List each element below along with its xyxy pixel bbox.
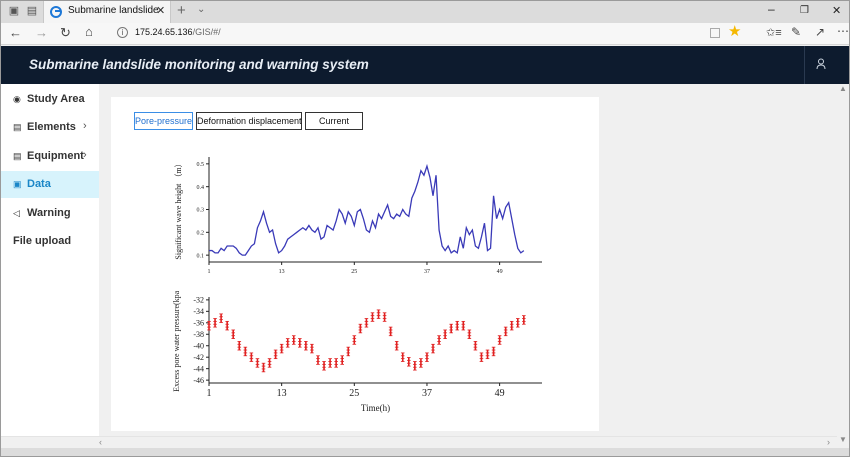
tab-current[interactable]: Current [305,112,363,130]
info-icon[interactable]: i [117,27,128,38]
tab-bar: ▣ ▤ Submarine landslide ✕ + ⌄ – ❐ ✕ [1,1,849,23]
speaker-icon: ◁ [13,208,20,218]
app-title: Submarine landslide monitoring and warni… [29,57,369,72]
scroll-left-icon[interactable]: ‹ [99,437,102,447]
tab-pore-pressure[interactable]: Pore-pressure [134,112,193,130]
x-tick-label: 49 [495,388,505,399]
x-tick-label: 25 [349,388,359,399]
chevron-right-icon: › [83,120,87,132]
x-tick-label: 37 [422,388,432,399]
chevron-right-icon: › [83,149,87,161]
map-pin-icon: ◉ [13,94,21,104]
scroll-down-icon[interactable]: ▼ [839,435,847,444]
data-panel: Pore-pressure Deformation displacement C… [111,97,599,431]
sidebar-item-equipment[interactable]: ▤ Equipment › [1,143,99,170]
browser-tab[interactable]: Submarine landslide ✕ [43,1,171,23]
y-tick-label: 0.3 [197,208,205,214]
sidebar: ◉ Study Area ▤ Elements › ▤ Equipment › … [1,84,99,446]
monitor-icon: ▣ [13,179,22,189]
forward-arrow-icon[interactable]: → [35,25,48,40]
refresh-icon[interactable]: ↻ [60,25,71,40]
restore-icon[interactable]: ❐ [800,5,809,16]
scroll-right-icon[interactable]: › [827,437,830,447]
sidebar-item-label: Warning [27,207,71,219]
x-tick-label: 13 [279,269,285,275]
url-text: 175.24.65.136/GIS/#/ [135,27,221,37]
sidebar-item-label: File upload [13,235,72,247]
x-tick-label: 1 [207,388,212,399]
y-axis-label: Significant wave height （m） [174,159,183,259]
y-tick-label: -38 [193,330,204,339]
bar-chart-icon: ▤ [13,122,22,132]
y-tick-label: 0.2 [197,230,205,236]
sidebar-item-label: Equipment [27,150,84,162]
navigation-bar: ← → ↻ ⌂ i 175.24.65.136/GIS/#/ ★ ✩≡ ✎ ↗ … [1,23,849,45]
y-axis-label: Excess pore water pressure(kpa) [172,291,181,392]
window-bottom-edge [1,448,849,456]
sidebar-item-data[interactable]: ▣ Data [1,171,99,198]
chevron-down-icon[interactable]: ⌄ [197,4,206,15]
scroll-up-icon[interactable]: ▲ [839,84,847,93]
tab-preview-icon[interactable]: ▤ [26,5,38,17]
main-content: Pore-pressure Deformation displacement C… [99,84,837,436]
app-header: Submarine landslide monitoring and warni… [1,46,849,84]
x-axis-label: Time(h) [361,403,390,413]
home-icon[interactable]: ⌂ [85,24,93,39]
star-icon[interactable]: ★ [728,23,742,40]
sidebar-item-label: Elements [27,121,76,133]
back-arrow-icon[interactable]: ← [9,25,22,40]
y-tick-label: 0.4 [197,185,205,191]
sidebar-item-warning[interactable]: ◁ Warning [1,200,99,227]
y-tick-label: -42 [193,353,204,362]
x-tick-label: 25 [351,269,357,275]
user-icon[interactable] [816,58,826,70]
pen-icon[interactable]: ✎ [791,25,802,39]
share-icon[interactable]: ↗ [815,25,826,39]
y-tick-label: -46 [193,376,204,385]
sidebar-item-file-upload[interactable]: File upload [1,228,99,255]
horizontal-scrollbar[interactable]: ‹ › [1,436,837,448]
tab-title: Submarine landslide [68,5,159,16]
vertical-scrollbar[interactable]: ▲ ▼ [837,84,849,446]
y-tick-label: 0.5 [197,162,205,168]
pore-pressure-chart: -32 -34 -36 -38 -40 -42 -44 -461 13 25 37 49 Excess … [172,291,542,413]
series-line [209,163,525,256]
header-divider [804,46,805,84]
tab-deformation-displacement[interactable]: Deformation displacement [196,112,302,130]
x-tick-label: 13 [277,388,287,399]
x-tick-label: 1 [208,269,211,275]
address-bar[interactable]: i 175.24.65.136/GIS/#/ [111,25,751,43]
sidebar-item-study-area[interactable]: ◉ Study Area [1,86,99,113]
wave-height-chart: 0.1 0.2 0.3 0.4 0.5 1 13 25 37 49 Significant wave… [174,157,542,275]
sidebar-item-elements[interactable]: ▤ Elements › [1,114,99,141]
tab-actions-icon[interactable]: ▣ [8,5,20,17]
bar-chart-icon: ▤ [13,151,22,161]
y-tick-label: -34 [193,307,204,316]
y-tick-label: -36 [193,319,204,328]
window-close-icon[interactable]: ✕ [832,5,842,17]
y-tick-label: 0.1 [197,253,205,259]
reading-view-icon[interactable] [710,28,720,38]
plus-icon[interactable]: + [177,2,186,19]
minimize-icon[interactable]: – [768,2,775,16]
more-icon[interactable]: ⋯ [837,24,849,38]
close-icon[interactable]: ✕ [156,5,166,17]
y-tick-label: -40 [193,342,204,351]
sidebar-item-label: Study Area [27,93,85,105]
x-tick-label: 49 [497,269,503,275]
edge-favicon-icon [50,6,62,18]
favorites-icon[interactable]: ✩≡ [766,27,782,39]
sidebar-item-label: Data [27,178,51,190]
y-tick-label: -32 [193,296,204,305]
y-tick-label: -44 [193,364,204,373]
x-tick-label: 37 [424,269,430,275]
